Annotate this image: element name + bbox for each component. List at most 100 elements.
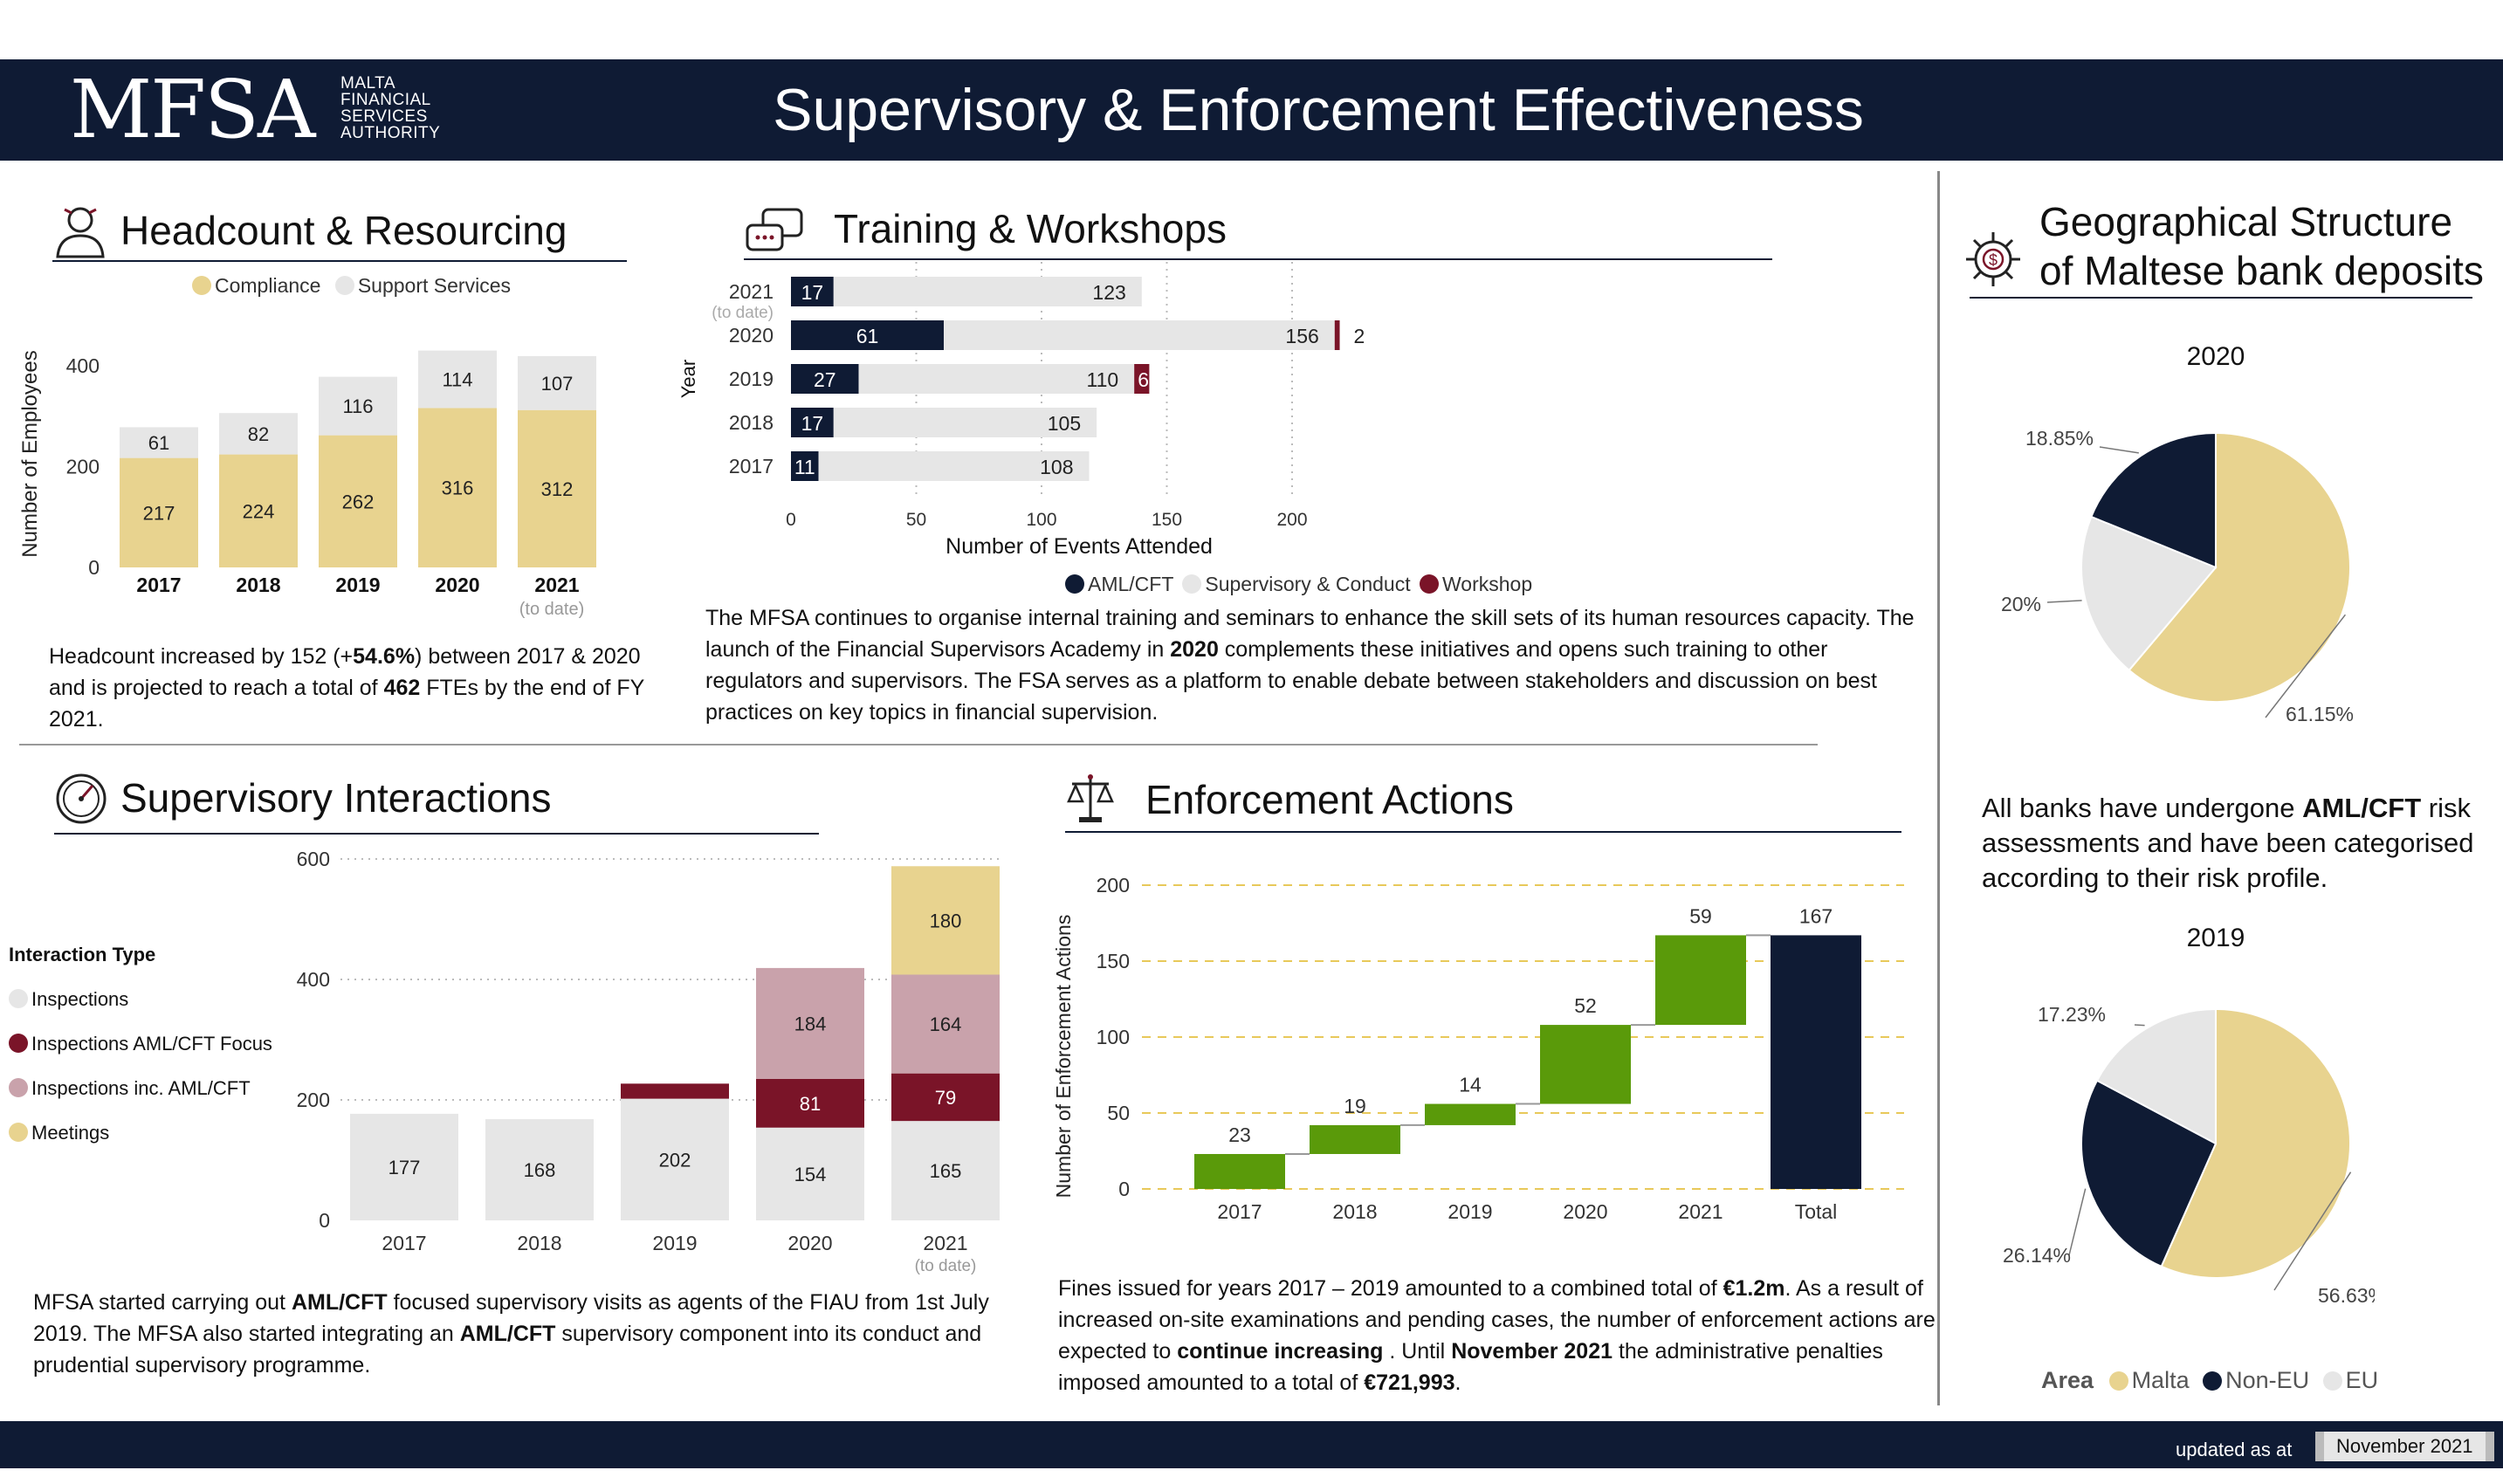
horizontal-divider: [19, 744, 1818, 745]
x-tick-label: 2019: [652, 1232, 697, 1254]
y-tick-label: 0: [1118, 1178, 1130, 1200]
legend-swatch: [9, 1123, 28, 1142]
logo-sub-line: SERVICES: [340, 107, 428, 126]
x-tick-label: 2021: [534, 574, 579, 596]
text-run-bold: 2020: [1170, 637, 1219, 662]
training-legend: AML/CFT Supervisory & Conduct Workshop: [1065, 573, 1532, 596]
legend-label: Inspections AML/CFT Focus: [31, 1033, 272, 1055]
text-run: All banks have undergone: [1982, 793, 2303, 823]
x-tick-label: 100: [1026, 510, 1056, 530]
text-run-bold: continue increasing: [1177, 1339, 1384, 1364]
headcount-legend: Compliance Support Services: [192, 274, 511, 298]
gauge-icon: [56, 773, 107, 824]
legend-swatch: [334, 276, 354, 295]
legend-swatch: [2108, 1371, 2128, 1391]
person-icon: [56, 207, 105, 258]
bar-segment: [319, 435, 397, 567]
x-tick-label: 2017: [382, 1232, 426, 1254]
data-label: 23: [1228, 1123, 1251, 1146]
data-label: 14: [1459, 1074, 1482, 1096]
legend-item: Inspections: [9, 977, 272, 1021]
data-label: 154: [794, 1164, 827, 1185]
chat-bubbles-icon: [746, 208, 803, 251]
text-run: FTEs by the end of FY 2021.: [49, 676, 644, 732]
bar-segment: [891, 866, 1000, 975]
pie-slice: [2090, 431, 2217, 569]
y-tick-label: 600: [297, 848, 330, 870]
y-tick-label: 200: [297, 1089, 330, 1111]
slice-label: 20%: [2001, 593, 2041, 615]
legend-swatch: [9, 989, 28, 1008]
updated-date: November 2021: [2315, 1432, 2494, 1461]
data-label: 123: [1092, 281, 1125, 304]
bar-segment: [418, 350, 497, 409]
headcount-title: Headcount & Resourcing: [120, 208, 567, 253]
legend-item: Compliance: [192, 274, 320, 297]
x-tick-label: 2019: [1447, 1200, 1492, 1223]
data-label: 316: [442, 477, 474, 499]
interaction-legend: Interaction Type Inspections Inspections…: [9, 932, 272, 1155]
x-tick-label: 50: [906, 510, 926, 530]
y-tick-label: 2020: [729, 324, 774, 347]
bar-segment: [1194, 1153, 1285, 1189]
x-tick-label: 2018: [517, 1232, 561, 1254]
legend-item: Meetings: [9, 1110, 272, 1155]
bar-segment: [518, 409, 596, 567]
data-label: 105: [1048, 412, 1081, 435]
section-underline: [52, 260, 627, 262]
y-tick-label: 0: [88, 556, 100, 579]
legend-item: Malta: [2108, 1367, 2190, 1393]
y-tick-label: 2019: [729, 368, 774, 390]
text-run-bold: AML/CFT: [2302, 793, 2422, 823]
data-label: 167: [1799, 904, 1833, 927]
pie-slice: [2080, 515, 2218, 672]
bar-segment: [791, 408, 834, 437]
slice-label: 17.23%: [2038, 1003, 2106, 1026]
data-label: 59: [1689, 904, 1712, 927]
legend-label: EU: [2345, 1367, 2379, 1393]
data-label: 110: [1087, 368, 1119, 391]
x-tick-label: 2019: [335, 574, 380, 596]
text-run: . Until: [1383, 1339, 1452, 1364]
data-label: 108: [1040, 456, 1073, 478]
bar-segment: [833, 277, 1142, 306]
x-tick-label: 150: [1152, 510, 1182, 530]
x-tick-label: 2021: [1678, 1200, 1723, 1223]
bar-segment: [485, 1119, 594, 1220]
mfsa-logo: MFSA: [70, 63, 315, 156]
headcount-chart: Number of Employees 0 200 400 217 61 2017 224 82…: [18, 350, 596, 619]
slice-label: 56.63%: [2318, 1284, 2375, 1307]
data-label: 202: [659, 1149, 691, 1171]
data-label: 2: [1354, 325, 1365, 347]
x-axis-label: Number of Events Attended: [946, 534, 1213, 559]
geo-note: All banks have undergone AML/CFT risk as…: [1982, 791, 2479, 896]
legend-item: Inspections inc. AML/CFT: [9, 1066, 272, 1110]
text-run-bold: €721,993: [1364, 1371, 1455, 1395]
text-run-bold: 54.6%: [353, 644, 416, 669]
data-label: 180: [930, 910, 962, 931]
y-axis-label: Number of Employees: [18, 350, 42, 557]
training-title: Training & Workshops: [834, 206, 1227, 251]
scales-icon: [1067, 774, 1114, 822]
section-underline: [1970, 297, 2472, 299]
legend-label: Inspections inc. AML/CFT: [31, 1077, 251, 1099]
legend-label: Compliance: [215, 274, 321, 297]
text-run: the administrative penalties imposed amo…: [1058, 1339, 1883, 1395]
bar-segment: [418, 408, 497, 567]
logo-sub-line: FINANCIAL: [340, 91, 431, 109]
pie-slice: [2128, 431, 2351, 703]
geo-title-line: of Maltese bank deposits: [2039, 248, 2484, 293]
section-underline: [54, 833, 819, 835]
bar-segment: [1134, 364, 1150, 394]
data-label: 19: [1344, 1095, 1366, 1117]
bar-segment: [833, 408, 1097, 437]
data-label: 217: [143, 502, 175, 524]
supervisory-chart: 0 200 400 600 177 2017 168 2018 202 2019 154 81 184 2…: [297, 848, 1004, 1275]
training-text: The MFSA continues to organise internal …: [705, 602, 1928, 728]
y-tick-label: 2018: [729, 411, 774, 434]
enforcement-chart: Number of Enforcement Actions 0 50 100 150 20…: [1052, 874, 1904, 1223]
leader-line: [2273, 1171, 2352, 1291]
data-label: 6: [1138, 368, 1149, 391]
bar-segment: [1655, 935, 1746, 1026]
legend-swatch: [192, 276, 211, 295]
